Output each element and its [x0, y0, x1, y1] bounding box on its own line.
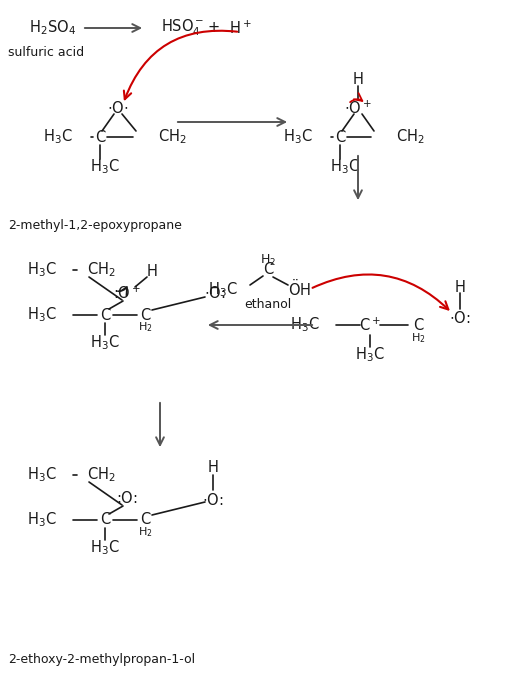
Text: $\ddot{\rm O}$H: $\ddot{\rm O}$H	[288, 279, 311, 299]
Text: H$_2$: H$_2$	[260, 252, 276, 268]
Text: H: H	[207, 460, 218, 475]
Text: H$_2$: H$_2$	[410, 331, 425, 345]
Text: H$_3$C: H$_3$C	[290, 316, 319, 334]
Text: H$^+$: H$^+$	[228, 19, 251, 36]
Text: H$_3$C: H$_3$C	[355, 345, 384, 365]
Text: H: H	[453, 279, 465, 294]
Text: ethanol: ethanol	[244, 299, 291, 312]
Text: $\cdot$O$^+$: $\cdot$O$^+$	[343, 99, 371, 117]
Text: C: C	[139, 308, 150, 323]
Text: CH$_2$: CH$_2$	[395, 128, 424, 147]
Text: CH$_2$: CH$_2$	[158, 128, 186, 147]
Text: H$_3$C: H$_3$C	[283, 128, 313, 147]
Text: C: C	[94, 129, 105, 144]
Text: HSO$_4^-$: HSO$_4^-$	[161, 18, 205, 39]
Text: C: C	[412, 317, 422, 332]
Text: H$_3$C: H$_3$C	[27, 466, 57, 484]
Text: H$_2$: H$_2$	[137, 320, 152, 334]
Text: $\cdot$O$\colon$: $\cdot$O$\colon$	[202, 492, 223, 508]
Text: C: C	[99, 513, 110, 528]
Text: H$_3$C: H$_3$C	[27, 305, 57, 324]
Text: $\cdot$O$\colon$: $\cdot$O$\colon$	[204, 285, 225, 301]
Text: H$_3$C: H$_3$C	[329, 158, 359, 176]
Text: H$_2$: H$_2$	[137, 525, 152, 539]
Text: H: H	[146, 264, 157, 279]
Text: H$_3$C: H$_3$C	[90, 158, 119, 176]
Text: sulfuric acid: sulfuric acid	[8, 45, 84, 58]
Text: +: +	[208, 21, 220, 36]
Text: C: C	[99, 308, 110, 323]
Text: $\cdot$O$\colon$: $\cdot$O$\colon$	[448, 310, 470, 326]
Text: H$_3$C: H$_3$C	[90, 539, 120, 557]
Text: CH$_2$: CH$_2$	[87, 466, 116, 484]
Text: H$_3$C: H$_3$C	[27, 261, 57, 279]
Text: H$_3$C: H$_3$C	[208, 281, 237, 299]
Text: C: C	[139, 513, 150, 528]
Text: C: C	[263, 263, 273, 277]
Text: $\colon$O$^+$: $\colon$O$^+$	[113, 284, 141, 301]
Text: CH$_2$: CH$_2$	[87, 261, 116, 279]
Text: H$_3$C: H$_3$C	[90, 334, 120, 352]
Text: 2-ethoxy-2-methylpropan-1-ol: 2-ethoxy-2-methylpropan-1-ol	[8, 654, 195, 667]
Text: H: H	[352, 72, 363, 87]
Text: 2-methyl-1,2-epoxypropane: 2-methyl-1,2-epoxypropane	[8, 219, 181, 231]
Text: $\colon$O$\colon$: $\colon$O$\colon$	[116, 490, 137, 506]
Text: $\cdot$O$\cdot$: $\cdot$O$\cdot$	[107, 100, 128, 116]
Text: H$_3$C: H$_3$C	[27, 510, 57, 529]
Text: H$_3$C: H$_3$C	[43, 128, 73, 147]
Text: C: C	[334, 129, 344, 144]
Text: C$^+$: C$^+$	[359, 316, 380, 334]
Text: H$_2$SO$_4$: H$_2$SO$_4$	[28, 19, 75, 37]
